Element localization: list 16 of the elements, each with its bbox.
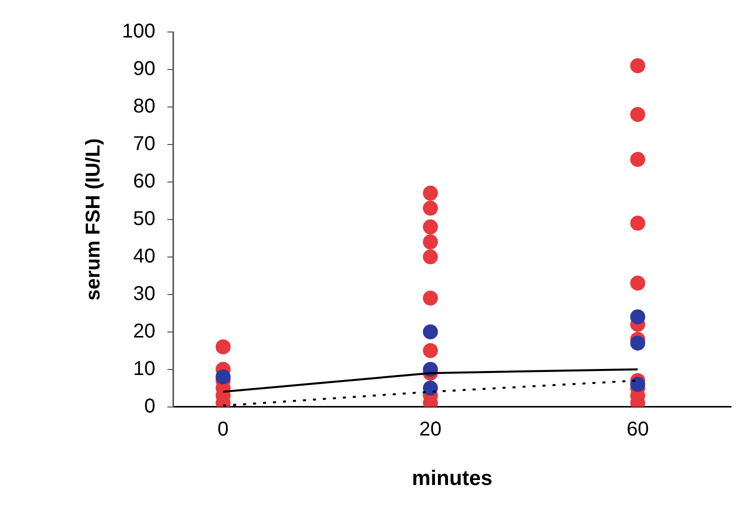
y-tick-label: 100 — [122, 20, 156, 43]
y-tick-label: 10 — [133, 358, 156, 380]
y-tick-label: 0 — [144, 395, 156, 418]
y-tick-label: 20 — [133, 320, 156, 342]
x-tick-label: 0 — [218, 418, 229, 440]
y-tick-label: 30 — [133, 282, 156, 305]
y-tick-label: 50 — [133, 208, 156, 230]
y-tick-label: 60 — [133, 170, 156, 192]
x-tick-label: 60 — [626, 418, 649, 440]
y-tick-label: 80 — [133, 95, 156, 118]
y-tick-label: 70 — [133, 132, 156, 155]
y-tick-label: 40 — [133, 245, 156, 268]
x-axis-title: minutes — [412, 467, 492, 490]
y-axis-title: serum FSH (IU/L) — [82, 138, 105, 301]
y-tick-label: 90 — [133, 58, 156, 80]
x-tick-label: 20 — [419, 418, 442, 440]
